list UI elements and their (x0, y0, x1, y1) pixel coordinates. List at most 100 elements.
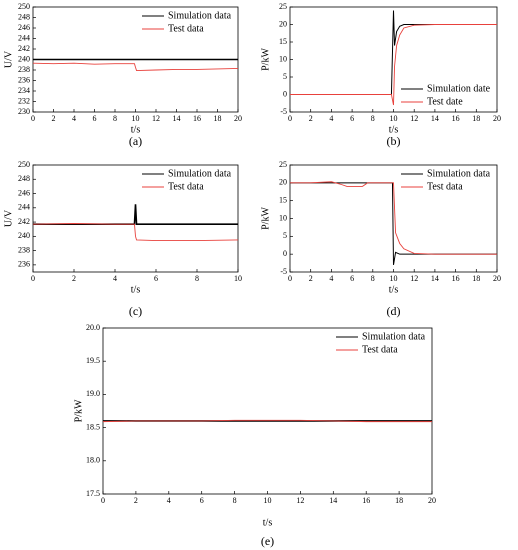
plot-frame (32, 164, 239, 273)
y-tick-label: 18.5 (86, 422, 100, 431)
x-tick-label: 6 (200, 496, 204, 505)
y-tick-label: 242 (18, 217, 30, 226)
x-axis-label: t/s (263, 517, 273, 528)
chart-panel: 0 2 4 6 8 10 12 14 16 18 2023023223423623824024224… (3, 2, 242, 148)
x-tick-label: 16 (452, 114, 460, 123)
y-axis-label: P/kW (260, 207, 271, 230)
x-tick-label: 20 (493, 274, 501, 283)
y-tick-label: 20.0 (86, 323, 100, 332)
legend-label: Test data (362, 344, 398, 355)
y-tick-label: 236 (18, 75, 30, 84)
legend-label: Test data (427, 181, 463, 192)
x-tick-label: 6 (93, 114, 97, 123)
x-tick-label: 10 (390, 114, 398, 123)
chart-panel: 0 2 4 6 8 10236238240242244246248250t/sU/V(c)… (3, 160, 242, 318)
x-tick-label: 14 (431, 114, 439, 123)
y-tick-label: 242 (18, 44, 30, 53)
x-axis-label: t/s (389, 124, 399, 135)
x-tick-label: 2 (52, 114, 56, 123)
y-tick-label: 246 (18, 188, 30, 197)
x-tick-label: 6 (350, 274, 354, 283)
legend-label: Test data (168, 23, 204, 34)
x-tick-label: 12 (152, 114, 160, 123)
y-tick-label: 15 (279, 37, 287, 46)
x-tick-label: 2 (309, 274, 313, 283)
chart-panel: 0 2 4 6 8 10 12 14 16 18 20 17.5 18.0 18.5 19.0 19.5 20.… (73, 323, 436, 548)
y-tick-label: 248 (18, 174, 30, 183)
y-tick-label: 236 (18, 260, 30, 269)
x-tick-label: 16 (452, 274, 460, 283)
x-tick-label: 12 (410, 114, 418, 123)
x-tick-label: 0 (288, 274, 292, 283)
legend-label: Simulation data (362, 331, 426, 342)
y-tick-label: 250 (18, 160, 30, 169)
x-tick-label: 12 (410, 274, 418, 283)
series-line (102, 419, 432, 423)
y-tick-label: 232 (18, 96, 30, 105)
x-tick-label: 2 (309, 114, 313, 123)
x-tick-label: 0 (101, 496, 105, 505)
x-tick-label: 6 (154, 274, 158, 283)
x-tick-label: 16 (193, 114, 201, 123)
x-tick-label: 16 (362, 496, 370, 505)
x-tick-label: 18 (472, 114, 480, 123)
legend-label: Test data (168, 181, 204, 192)
x-tick-label: 14 (173, 114, 181, 123)
y-tick-label: 230 (18, 107, 30, 116)
y-tick-label: 25 (279, 2, 287, 11)
y-tick-label: 246 (18, 23, 30, 32)
y-tick-label: 20 (279, 19, 287, 28)
legend-label: Test date (427, 96, 463, 107)
x-axis-label: t/s (131, 284, 141, 295)
x-tick-label: 4 (167, 496, 171, 505)
x-tick-label: 0 (288, 114, 292, 123)
caption: (e) (261, 534, 274, 548)
x-tick-label: 20 (234, 114, 242, 123)
series-line (32, 223, 239, 242)
chart-panel: 0 2 4 6 8 10 12 14 16 18 20-50510152025t/sP/kW(b)S… (260, 2, 501, 148)
x-tick-label: 8 (371, 274, 375, 283)
x-tick-label: 10 (390, 274, 398, 283)
x-tick-label: 10 (234, 274, 242, 283)
y-tick-label: 17.5 (86, 489, 100, 498)
x-tick-label: 10 (132, 114, 140, 123)
y-tick-label: 240 (18, 54, 30, 63)
y-tick-label: 20 (279, 178, 287, 187)
x-tick-label: 14 (329, 496, 337, 505)
y-tick-label: 10 (279, 213, 287, 222)
caption: (d) (387, 304, 401, 318)
x-tick-label: 2 (134, 496, 138, 505)
x-tick-label: 18 (395, 496, 403, 505)
y-tick-label: 0 (283, 89, 287, 98)
x-tick-label: 8 (195, 274, 199, 283)
x-tick-label: 8 (113, 114, 117, 123)
x-tick-label: 0 (31, 274, 35, 283)
y-tick-label: 25 (279, 160, 287, 169)
x-tick-label: 18 (214, 114, 222, 123)
legend-label: Simulation data (427, 168, 491, 179)
x-tick-label: 4 (113, 274, 117, 283)
x-tick-label: 8 (371, 114, 375, 123)
legend-label: Simulation data (168, 168, 232, 179)
y-axis-label: P/kW (73, 399, 84, 422)
y-tick-label: 19.5 (86, 356, 100, 365)
x-tick-label: 4 (72, 114, 76, 123)
x-tick-label: 10 (264, 496, 272, 505)
legend-label: Simulation date (427, 83, 491, 94)
series-line (32, 62, 239, 71)
y-tick-label: -5 (280, 107, 287, 116)
caption: (a) (129, 134, 142, 148)
x-tick-label: 20 (428, 496, 436, 505)
y-tick-label: -5 (280, 267, 287, 276)
y-tick-label: 248 (18, 12, 30, 21)
series-line (290, 10, 497, 95)
x-tick-label: 6 (350, 114, 354, 123)
series-line (290, 24, 497, 106)
y-tick-label: 244 (18, 203, 30, 212)
y-tick-label: 244 (18, 33, 30, 42)
series-line (290, 182, 497, 265)
y-tick-label: 234 (18, 86, 30, 95)
x-axis-label: t/s (131, 124, 141, 135)
y-tick-label: 240 (18, 231, 30, 240)
